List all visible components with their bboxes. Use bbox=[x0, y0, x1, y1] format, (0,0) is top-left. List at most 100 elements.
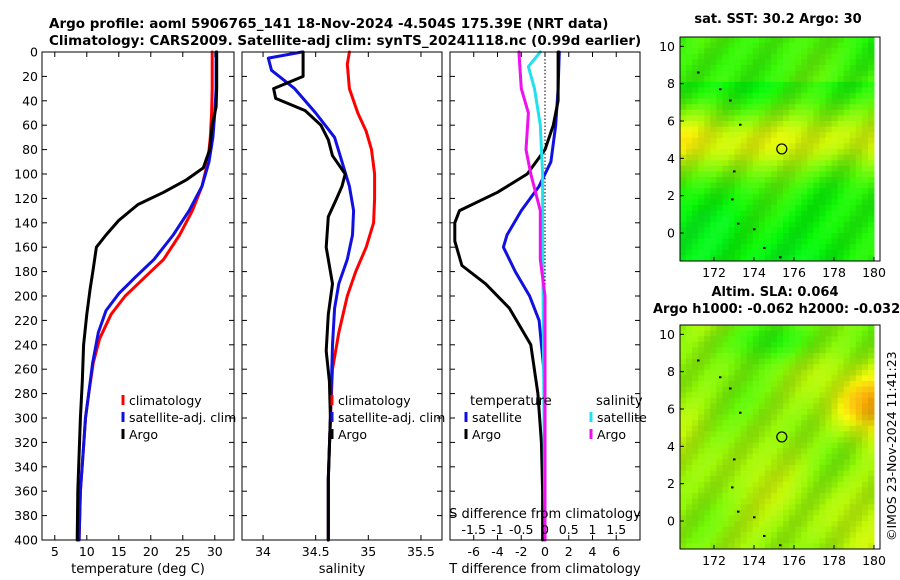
map-cell bbox=[752, 448, 760, 455]
map-cell bbox=[692, 515, 699, 522]
map-cell bbox=[783, 386, 790, 393]
map-cell bbox=[795, 160, 802, 167]
map-cell bbox=[789, 42, 796, 49]
map-cell bbox=[807, 81, 814, 88]
map-cell bbox=[722, 59, 729, 66]
map-cell bbox=[734, 431, 742, 438]
map-cell bbox=[801, 397, 808, 404]
map-cell bbox=[795, 249, 802, 256]
map-cell bbox=[789, 81, 796, 88]
map-cell bbox=[728, 249, 736, 256]
map-cell bbox=[843, 132, 851, 139]
map-cell bbox=[740, 325, 748, 332]
map-cell bbox=[710, 132, 717, 139]
map-cell bbox=[795, 476, 802, 483]
map-cell bbox=[867, 476, 875, 483]
map-cell bbox=[686, 498, 693, 505]
map-cell bbox=[710, 143, 717, 150]
map-cell bbox=[843, 160, 851, 167]
map-cell bbox=[680, 109, 687, 116]
map-cell bbox=[716, 193, 723, 200]
map-cell bbox=[777, 364, 784, 371]
map-cell bbox=[831, 409, 839, 416]
map-cell bbox=[843, 182, 851, 189]
map-cell bbox=[867, 493, 875, 500]
map-cell bbox=[770, 143, 778, 150]
map-cell bbox=[843, 221, 851, 228]
map-cell bbox=[825, 481, 833, 488]
map-cell bbox=[849, 177, 857, 184]
map-cell bbox=[801, 255, 808, 262]
map-cell bbox=[746, 143, 754, 150]
map-cell bbox=[843, 199, 851, 206]
map-cell bbox=[758, 397, 766, 404]
map-cell bbox=[795, 498, 802, 505]
map-cell bbox=[740, 165, 748, 172]
map-cell bbox=[764, 238, 772, 245]
map-cell bbox=[861, 364, 869, 371]
map-cell bbox=[813, 543, 820, 550]
map-cell bbox=[698, 59, 705, 66]
map-cell bbox=[740, 255, 748, 262]
map-cell bbox=[849, 149, 857, 156]
map-cell bbox=[867, 347, 875, 354]
map-cell bbox=[686, 403, 693, 410]
map-cell bbox=[704, 109, 711, 116]
map-cell bbox=[837, 459, 845, 466]
map-cell bbox=[734, 238, 742, 245]
map-cell bbox=[831, 132, 839, 139]
map-cell bbox=[698, 521, 705, 528]
map-cell bbox=[758, 403, 766, 410]
map-cell bbox=[801, 403, 808, 410]
map-cell bbox=[825, 137, 833, 144]
map-cell bbox=[770, 537, 778, 544]
map-cell bbox=[710, 364, 717, 371]
map-cell bbox=[783, 216, 790, 223]
map-cell bbox=[680, 476, 687, 483]
map-cell bbox=[861, 369, 869, 376]
map-cell bbox=[825, 177, 833, 184]
map-cell bbox=[740, 465, 748, 472]
map-cell bbox=[807, 330, 814, 337]
map-cell bbox=[825, 81, 833, 88]
map-cell bbox=[789, 238, 796, 245]
map-cell bbox=[813, 381, 820, 388]
map-cell bbox=[698, 98, 705, 105]
map-cell bbox=[861, 104, 869, 111]
map-cell bbox=[716, 65, 723, 72]
map-cell bbox=[777, 249, 784, 256]
map-cell bbox=[710, 481, 717, 488]
y-tick-label: 0 bbox=[30, 45, 38, 60]
map-cell bbox=[752, 227, 760, 234]
map-cell bbox=[795, 487, 802, 494]
map-cell bbox=[777, 504, 784, 511]
map-cell bbox=[722, 465, 729, 472]
map-cell bbox=[770, 358, 778, 365]
map-cell bbox=[813, 487, 820, 494]
map-cell bbox=[740, 121, 748, 128]
map-cell bbox=[831, 238, 839, 245]
map-cell bbox=[758, 448, 766, 455]
map-cell bbox=[770, 104, 778, 111]
map-cell bbox=[698, 244, 705, 251]
map-cell bbox=[698, 48, 705, 55]
map-cell bbox=[704, 227, 711, 234]
map-cell bbox=[813, 221, 820, 228]
map-cell bbox=[752, 149, 760, 156]
map-cell bbox=[861, 504, 869, 511]
map-cell bbox=[770, 87, 778, 94]
map-cell bbox=[813, 233, 820, 240]
map-cell bbox=[752, 81, 760, 88]
map-cell bbox=[849, 437, 857, 444]
map-cell bbox=[722, 171, 729, 178]
map-cell bbox=[752, 453, 760, 460]
map-cell bbox=[867, 177, 875, 184]
map-cell bbox=[722, 453, 729, 460]
map-cell bbox=[813, 476, 820, 483]
map-cell bbox=[831, 526, 839, 533]
map-cell bbox=[825, 543, 833, 550]
map-cell bbox=[692, 126, 699, 133]
map-cell bbox=[758, 358, 766, 365]
map-cell bbox=[680, 76, 687, 83]
map-cell bbox=[843, 392, 851, 399]
